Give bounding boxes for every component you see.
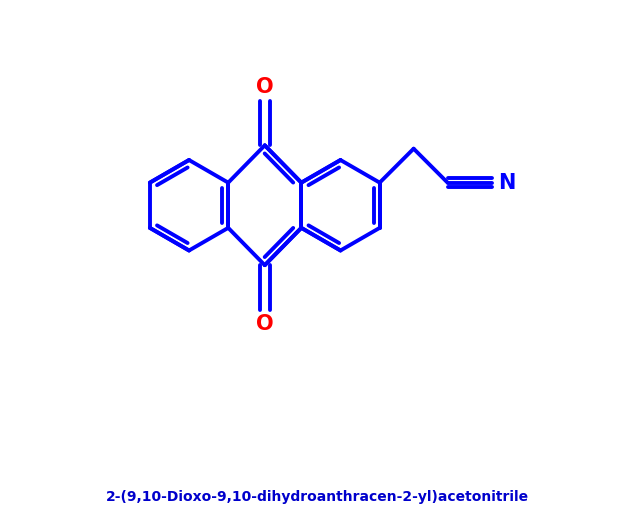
Text: O: O bbox=[256, 77, 274, 97]
Text: N: N bbox=[498, 173, 515, 192]
Text: O: O bbox=[256, 314, 274, 334]
Text: 2-(9,10-Dioxo-9,10-dihydroanthracen-2-yl)acetonitrile: 2-(9,10-Dioxo-9,10-dihydroanthracen-2-yl… bbox=[105, 490, 529, 504]
